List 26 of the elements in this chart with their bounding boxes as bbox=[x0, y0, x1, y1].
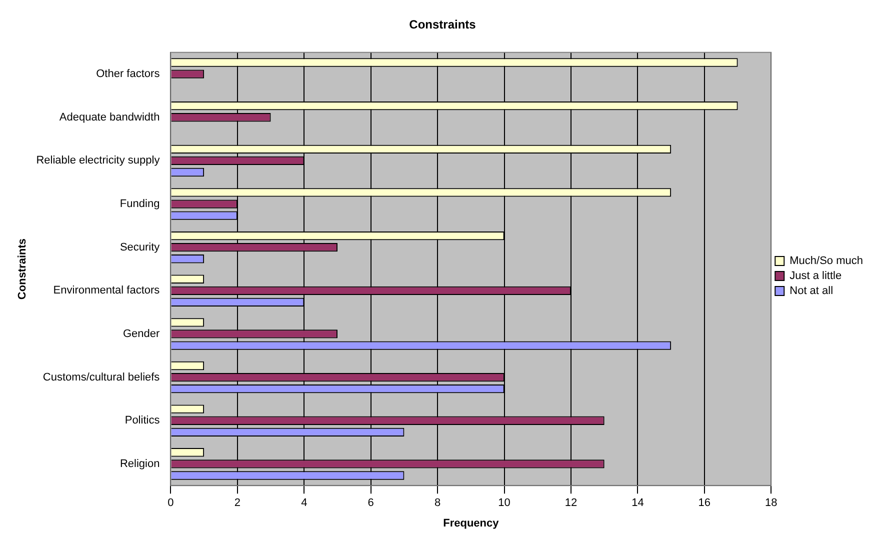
y-tick-label: Reliable electricity supply bbox=[36, 154, 160, 167]
legend-label: Not at all bbox=[790, 285, 834, 298]
x-tick-label: 14 bbox=[632, 497, 644, 510]
x-tick-label: 8 bbox=[434, 497, 441, 510]
x-axis-title: Frequency bbox=[443, 517, 500, 530]
y-tick-label: Security bbox=[120, 241, 160, 254]
y-tick-label: Other factors bbox=[96, 68, 160, 80]
legend-label: Much/So much bbox=[790, 255, 864, 268]
x-tick-label: 16 bbox=[698, 497, 711, 510]
x-tick-label: 12 bbox=[564, 497, 578, 510]
x-tick-label: 18 bbox=[765, 497, 778, 510]
x-tick-label: 4 bbox=[301, 497, 308, 510]
y-tick-label: Adequate bandwidth bbox=[59, 111, 160, 124]
x-tick-label: 2 bbox=[234, 497, 240, 510]
x-tick-label: 0 bbox=[168, 497, 174, 510]
y-tick-label: Customs/cultural beliefs bbox=[42, 371, 160, 384]
y-tick-label: Gender bbox=[122, 328, 160, 340]
y-tick-label: Religion bbox=[120, 458, 160, 470]
y-tick-label: Environmental factors bbox=[53, 284, 160, 297]
chart-title: Constraints bbox=[409, 18, 476, 32]
y-axis-title: Constraints bbox=[16, 238, 29, 300]
y-tick-label: Funding bbox=[120, 198, 160, 210]
legend-label: Just a little bbox=[790, 270, 842, 282]
x-tick-label: 6 bbox=[368, 497, 374, 510]
x-tick-label: 10 bbox=[498, 497, 510, 510]
y-tick-label: Politics bbox=[124, 414, 160, 427]
